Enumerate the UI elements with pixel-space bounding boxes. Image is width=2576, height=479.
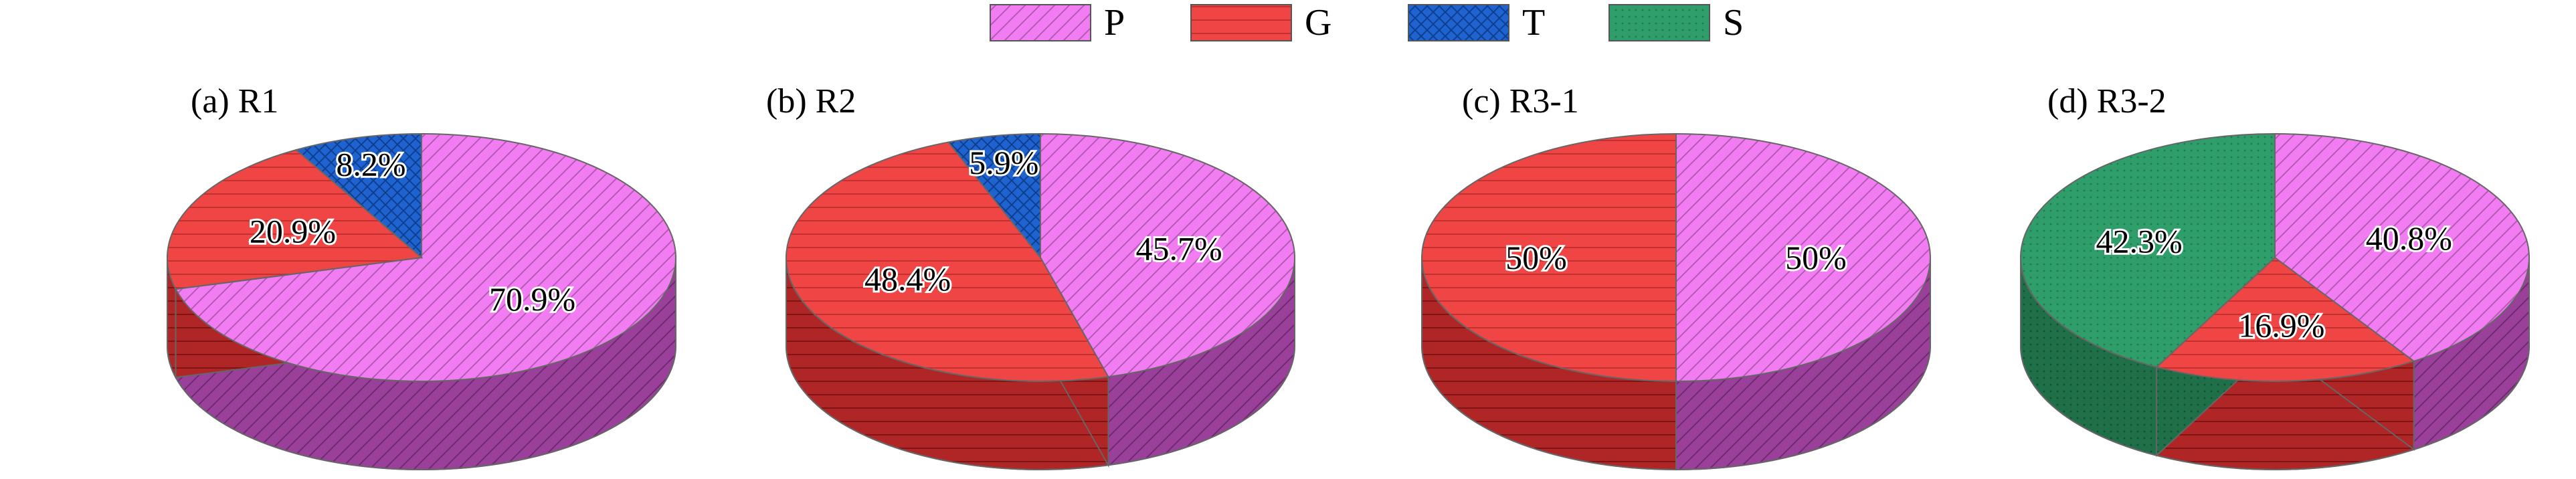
pie-slice-g: [786, 141, 1110, 382]
pie-data-labels: 45.7% 48.4% 5.9%: [862, 142, 1224, 300]
pie-r3-1: (c) R3-1 50% 50%: [1421, 82, 1931, 471]
pie-slice-p: [1675, 132, 1931, 383]
legend-swatch-t: [1408, 4, 1509, 41]
pie-slice-g: [2155, 256, 2415, 382]
legend-swatch-p: [990, 4, 1091, 41]
pie-top-faces: [1421, 132, 1931, 383]
data-label-p: 45.7%: [1136, 229, 1222, 267]
pie-slice-t: [947, 132, 1041, 260]
pie-r1: (a) R1 70.9% 20.9%8.2%: [167, 82, 676, 471]
pie-title-r2: (b) R2: [766, 82, 856, 120]
pie-top-faces: [786, 132, 1295, 382]
pie-slice-g: [167, 149, 424, 290]
pie-data-labels: 70.9% 20.9%8.2%: [248, 143, 577, 320]
legend-label-t: T: [1522, 2, 1545, 43]
data-label-g: 20.9%: [250, 212, 336, 250]
pie-r3-2: (d) R3-2 40.8% 16.9% 42.3%: [2020, 82, 2530, 470]
data-label-t: 5.9%: [969, 144, 1038, 181]
pie-bottom-rim: [786, 345, 1295, 470]
pie-r2: (b) R2 45.7% 48.4% 5.9%: [766, 82, 1295, 470]
data-label-g: 50%: [1505, 239, 1567, 276]
data-label-p: 70.9%: [489, 280, 575, 318]
data-label-p: 40.8%: [2366, 219, 2452, 257]
pie-bottom-rim: [1421, 345, 1931, 470]
data-label-t: 8.2%: [336, 145, 405, 183]
pie-slice-p: [174, 132, 676, 382]
pie-data-labels: 40.8% 16.9% 42.3%: [2094, 217, 2454, 347]
pie-title-r3-2: (d) R3-2: [2047, 82, 2167, 120]
pie-bottom-rim: [167, 345, 676, 470]
pie-slice-p: [1040, 132, 1295, 378]
data-label-g: 48.4%: [864, 260, 951, 298]
data-label-g: 16.9%: [2238, 307, 2324, 345]
legend-label-s: S: [1723, 2, 1744, 43]
pie-slice-g: [1421, 132, 1677, 383]
pie-bottom-rim: [2020, 345, 2530, 470]
pie-data-labels: 50% 50%: [1503, 237, 1849, 278]
pie-title-r1: (a) R1: [191, 82, 278, 120]
data-label-p: 50%: [1785, 239, 1847, 276]
data-label-s: 42.3%: [2096, 223, 2183, 260]
pie-slice-t: [294, 132, 422, 260]
legend-swatch-g: [1190, 4, 1292, 41]
legend-label-g: G: [1305, 2, 1331, 43]
pie-title-r3-1: (c) R3-1: [1462, 82, 1579, 120]
pie-top-faces: [167, 132, 676, 382]
legend-swatch-s: [1608, 4, 1710, 41]
legend-label-p: P: [1104, 2, 1125, 43]
pie-top-faces: [2020, 132, 2530, 382]
pie-slice-s: [2020, 132, 2276, 368]
